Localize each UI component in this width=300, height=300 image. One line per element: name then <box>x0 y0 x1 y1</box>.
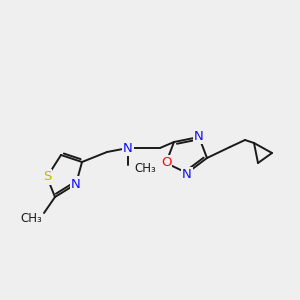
Text: CH₃: CH₃ <box>20 212 42 224</box>
Text: CH₃: CH₃ <box>134 163 156 176</box>
Text: N: N <box>123 142 133 154</box>
Text: N: N <box>194 130 204 142</box>
Text: O: O <box>161 157 171 169</box>
Text: N: N <box>71 178 81 190</box>
Text: S: S <box>43 170 51 184</box>
Text: N: N <box>182 169 192 182</box>
